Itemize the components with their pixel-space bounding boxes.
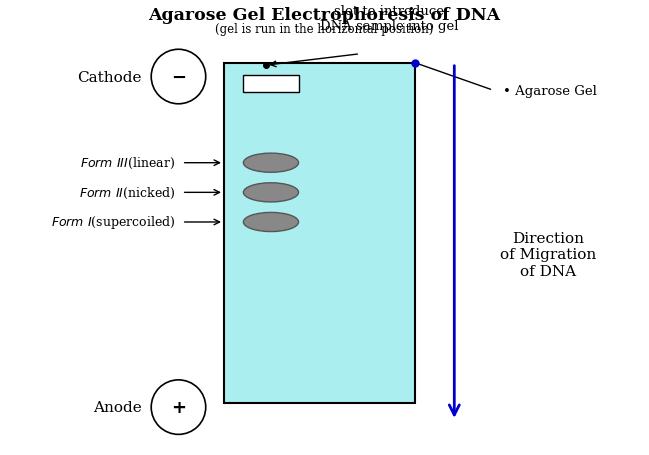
Text: slot to introduce
DNA sample into gel: slot to introduce DNA sample into gel <box>320 5 459 32</box>
Ellipse shape <box>243 213 299 232</box>
Text: Anode: Anode <box>93 400 141 414</box>
Ellipse shape <box>151 380 206 435</box>
Text: $\mathit{Form\ III}$(linear): $\mathit{Form\ III}$(linear) <box>80 156 175 171</box>
Text: $\mathit{Form\ I}$(supercoiled): $\mathit{Form\ I}$(supercoiled) <box>51 214 175 231</box>
Text: Agarose Gel Electrophoresis of DNA: Agarose Gel Electrophoresis of DNA <box>149 7 500 24</box>
Text: −: − <box>171 68 186 86</box>
Ellipse shape <box>243 183 299 202</box>
Text: (gel is run in the horizontal position): (gel is run in the horizontal position) <box>215 23 434 36</box>
Text: Direction
of Migration
of DNA: Direction of Migration of DNA <box>500 232 596 278</box>
Text: • Agarose Gel: • Agarose Gel <box>503 85 597 97</box>
Text: +: + <box>171 398 186 416</box>
Text: $\mathit{Form\ II}$(nicked): $\mathit{Form\ II}$(nicked) <box>79 185 175 201</box>
Ellipse shape <box>243 154 299 173</box>
Bar <box>224 64 415 403</box>
Text: Cathode: Cathode <box>77 71 141 84</box>
Ellipse shape <box>151 50 206 105</box>
Bar <box>243 76 299 93</box>
